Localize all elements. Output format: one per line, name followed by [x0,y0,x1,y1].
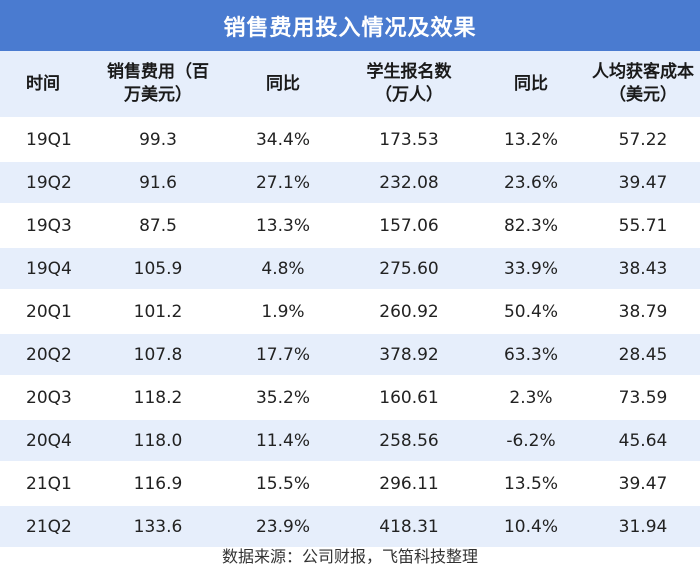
cell-cac: 73.59 [586,376,700,420]
cell-period: 20Q2 [0,333,92,377]
cell-cac: 39.47 [586,161,700,205]
cell-sales-expense: 105.9 [92,247,224,291]
cell-sales-expense: 118.0 [92,419,224,463]
header-time: 时间 [0,51,92,119]
table-row: 20Q4 118.0 11.4% 258.56 -6.2% 45.64 [0,419,700,463]
cell-yoy-expense: 35.2% [224,376,342,420]
cell-enrollment: 275.60 [342,247,476,291]
cell-enrollment: 173.53 [342,118,476,162]
cell-enrollment: 232.08 [342,161,476,205]
table-row: 20Q1 101.2 1.9% 260.92 50.4% 38.79 [0,290,700,334]
cell-enrollment: 260.92 [342,290,476,334]
cell-sales-expense: 107.8 [92,333,224,377]
cell-yoy-enrollment: 2.3% [476,376,586,420]
source-note: 数据来源：公司财报，飞笛科技整理 [221,547,478,566]
cell-period: 19Q1 [0,118,92,162]
table-row: 19Q3 87.5 13.3% 157.06 82.3% 55.71 [0,204,700,248]
cell-yoy-enrollment: -6.2% [476,419,586,463]
cell-yoy-expense: 23.9% [224,505,342,549]
cell-enrollment: 418.31 [342,505,476,549]
cell-yoy-enrollment: 82.3% [476,204,586,248]
cell-period: 20Q1 [0,290,92,334]
table-row: 19Q1 99.3 34.4% 173.53 13.2% 57.22 [0,118,700,162]
cell-yoy-enrollment: 13.5% [476,462,586,506]
cell-cac: 39.47 [586,462,700,506]
cell-sales-expense: 118.2 [92,376,224,420]
table-row: 21Q1 116.9 15.5% 296.11 13.5% 39.47 [0,462,700,506]
cell-yoy-expense: 15.5% [224,462,342,506]
header-row: 时间 销售费用（百 万美元） 同比 学生报名数 （万人） 同比 人均获客成本 （美元） [0,51,700,119]
cell-yoy-enrollment: 23.6% [476,161,586,205]
cell-sales-expense: 101.2 [92,290,224,334]
cell-yoy-expense: 17.7% [224,333,342,377]
cell-sales-expense: 116.9 [92,462,224,506]
header-line: 同比 [514,73,548,94]
cell-yoy-expense: 4.8% [224,247,342,291]
cell-yoy-expense: 1.9% [224,290,342,334]
header-yoy-enrollment: 同比 [476,51,586,119]
sales-expense-table: 时间 销售费用（百 万美元） 同比 学生报名数 （万人） 同比 人均获客成本 （美元） 19Q1… [0,51,700,549]
cell-cac: 31.94 [586,505,700,549]
cell-yoy-enrollment: 63.3% [476,333,586,377]
cell-period: 19Q4 [0,247,92,291]
cell-enrollment: 160.61 [342,376,476,420]
table-title: 销售费用投入情况及效果 [0,0,700,51]
cell-cac: 45.64 [586,419,700,463]
cell-enrollment: 296.11 [342,462,476,506]
header-line: 同比 [266,73,300,94]
cell-enrollment: 378.92 [342,333,476,377]
cell-yoy-expense: 34.4% [224,118,342,162]
cell-period: 20Q4 [0,419,92,463]
header-yoy-expense: 同比 [224,51,342,119]
cell-period: 19Q2 [0,161,92,205]
table-row: 19Q2 91.6 27.1% 232.08 23.6% 39.47 [0,161,700,205]
cell-period: 21Q2 [0,505,92,549]
cell-cac: 55.71 [586,204,700,248]
cell-cac: 28.45 [586,333,700,377]
cell-period: 20Q3 [0,376,92,420]
cell-yoy-expense: 27.1% [224,161,342,205]
cell-yoy-expense: 11.4% [224,419,342,463]
cell-sales-expense: 91.6 [92,161,224,205]
cell-sales-expense: 99.3 [92,118,224,162]
header-cac: 人均获客成本 （美元） [586,51,700,119]
cell-yoy-expense: 13.3% [224,204,342,248]
header-line: 万美元） [124,85,192,105]
header-line: 人均获客成本 [592,62,694,82]
table-row: 20Q3 118.2 35.2% 160.61 2.3% 73.59 [0,376,700,420]
header-line: （万人） [375,85,443,105]
cell-sales-expense: 133.6 [92,505,224,549]
table-body: 19Q1 99.3 34.4% 173.53 13.2% 57.22 19Q2 91.6 27.… [0,118,700,549]
header-sales-expense: 销售费用（百 万美元） [92,51,224,119]
cell-yoy-enrollment: 33.9% [476,247,586,291]
table-row: 19Q4 105.9 4.8% 275.60 33.9% 38.43 [0,247,700,291]
cell-cac: 57.22 [586,118,700,162]
cell-yoy-enrollment: 10.4% [476,505,586,549]
header-line: （美元） [609,85,677,105]
cell-enrollment: 258.56 [342,419,476,463]
cell-cac: 38.43 [586,247,700,291]
cell-enrollment: 157.06 [342,204,476,248]
table-row: 21Q2 133.6 23.9% 418.31 10.4% 31.94 [0,505,700,549]
header-line: 时间 [26,73,60,94]
cell-yoy-enrollment: 50.4% [476,290,586,334]
cell-period: 19Q3 [0,204,92,248]
header-line: 销售费用（百 [107,62,209,82]
cell-cac: 38.79 [586,290,700,334]
cell-sales-expense: 87.5 [92,204,224,248]
cell-yoy-enrollment: 13.2% [476,118,586,162]
header-enrollment: 学生报名数 （万人） [342,51,476,119]
header-line: 学生报名数 [366,62,452,82]
table-row: 20Q2 107.8 17.7% 378.92 63.3% 28.45 [0,333,700,377]
cell-period: 21Q1 [0,462,92,506]
